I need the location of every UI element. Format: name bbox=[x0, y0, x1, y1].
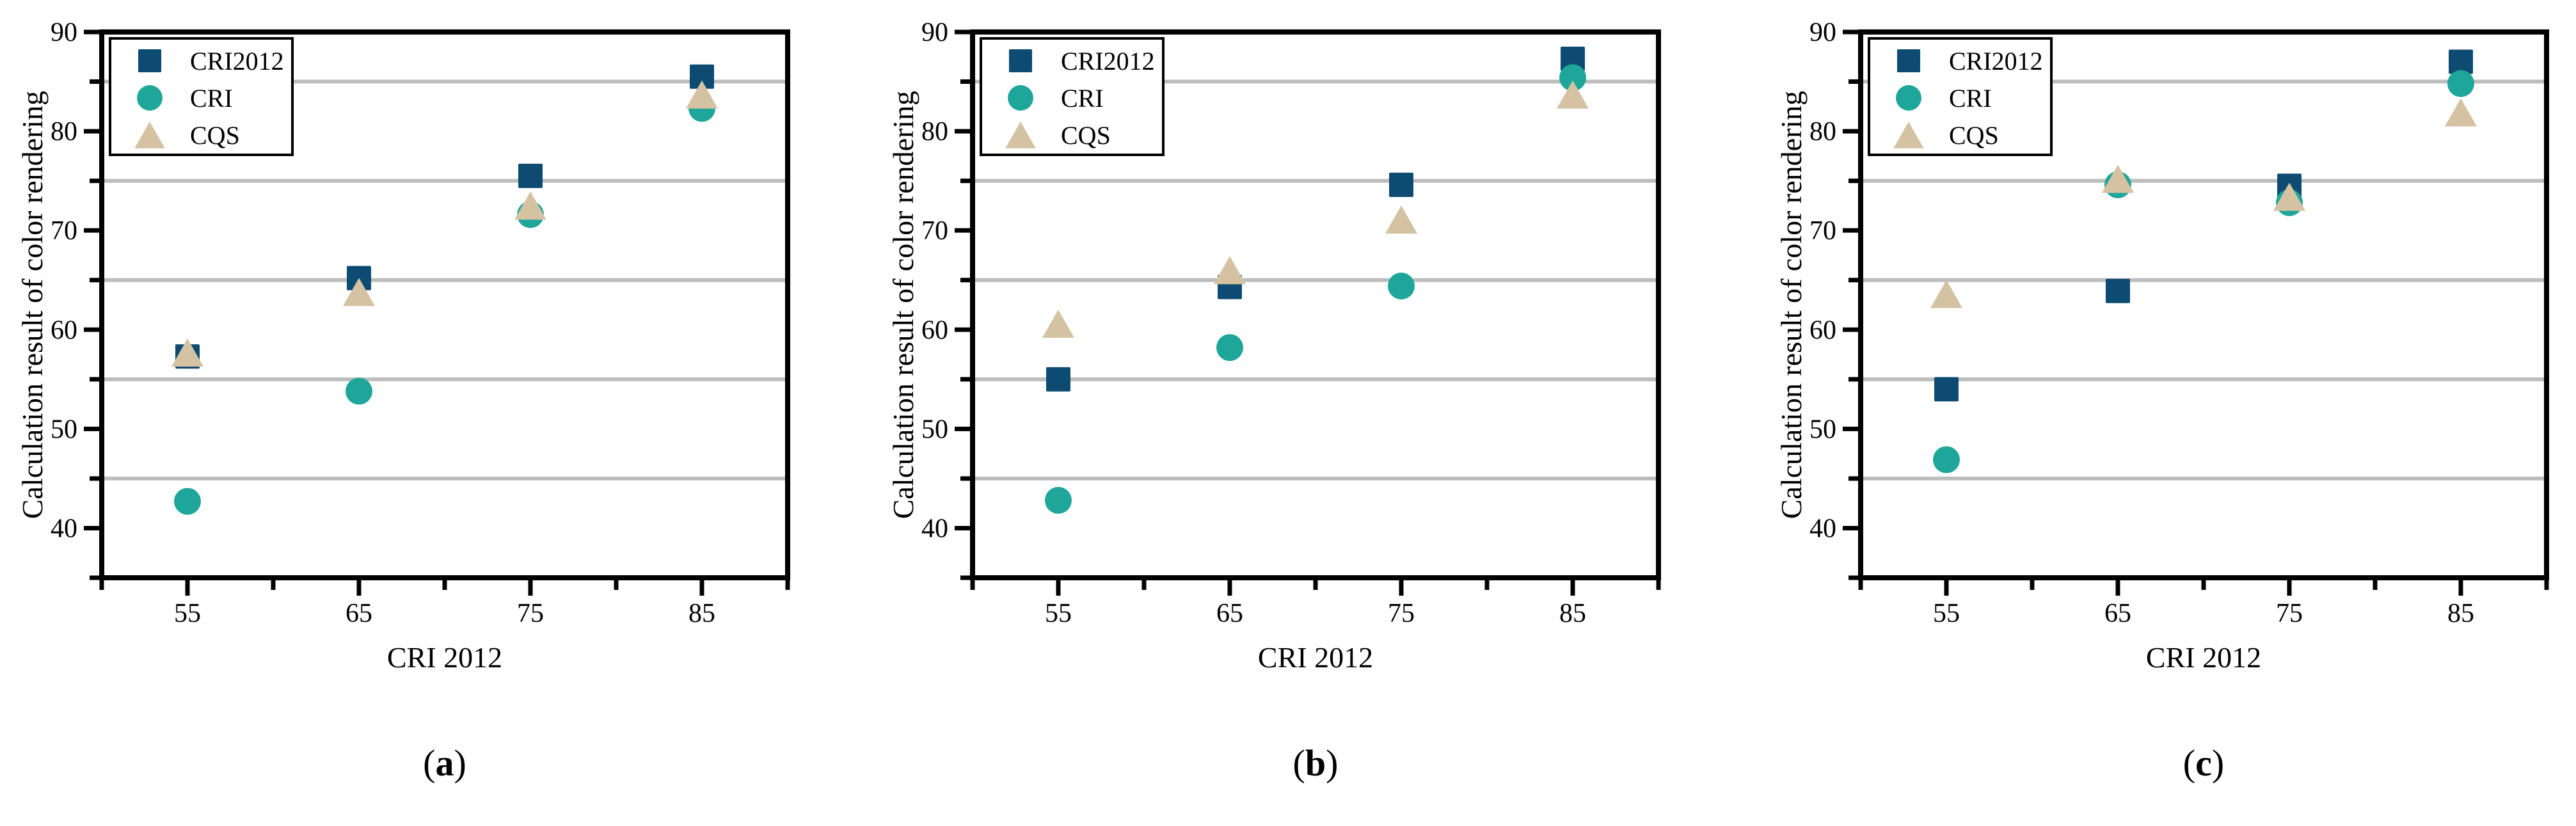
marker-circle-x65 bbox=[346, 377, 372, 405]
y-tick-label-80: 80 bbox=[1809, 117, 1836, 147]
legend-marker-cqs bbox=[1893, 122, 1924, 148]
legend-label-cri2012: CRI2012 bbox=[1949, 47, 2043, 75]
panel-a: 55 65 75 85 40 50 60 70 80 90 CRI 2012 Calculation … bbox=[0, 0, 859, 826]
marker-square-x65 bbox=[2106, 278, 2130, 303]
y-tick-label-70: 70 bbox=[921, 216, 948, 246]
legend-marker-cri bbox=[137, 85, 163, 111]
x-axis-label: CRI 2012 bbox=[2146, 641, 2261, 674]
x-tick-label-85: 85 bbox=[2447, 599, 2474, 628]
axes-frame bbox=[1858, 29, 2549, 580]
panel-c: 55 65 75 85 40 50 60 70 80 90 CRI 2012 Calculation … bbox=[1717, 0, 2576, 826]
x-axis-label: CRI 2012 bbox=[1258, 641, 1373, 674]
marker-square-x55 bbox=[1046, 367, 1070, 392]
y-tick-label-50: 50 bbox=[921, 415, 948, 444]
y-tick-label-90: 90 bbox=[51, 18, 77, 47]
x-tick-label-75: 75 bbox=[2276, 599, 2303, 628]
marker-triangle-x85 bbox=[686, 80, 718, 109]
legend-marker-cri2012 bbox=[1008, 49, 1033, 73]
legend-label-cri2012: CRI2012 bbox=[190, 47, 284, 75]
y-tick-label-90: 90 bbox=[921, 18, 948, 47]
y-tick-label-40: 40 bbox=[1809, 514, 1836, 543]
marker-triangle-x75 bbox=[514, 191, 546, 220]
legend-label-cri: CRI bbox=[1061, 84, 1104, 113]
x-tick-label-55: 55 bbox=[1045, 599, 1072, 628]
caption-a: (a) bbox=[423, 742, 466, 784]
chart-a: 55 65 75 85 40 50 60 70 80 90 CRI 2012 Calculation … bbox=[16, 18, 790, 784]
y-tick-label-50: 50 bbox=[1809, 415, 1836, 444]
x-tick-label-65: 65 bbox=[1216, 599, 1243, 628]
marker-square-x55 bbox=[1934, 377, 1959, 402]
marker-triangle-x55 bbox=[1930, 280, 1962, 308]
marker-square-x75 bbox=[1389, 172, 1413, 197]
x-tick-label-75: 75 bbox=[517, 599, 544, 628]
y-tick-label-70: 70 bbox=[51, 216, 77, 246]
panel-b: 55 65 75 85 40 50 60 70 80 90 CRI 2012 Calculation … bbox=[859, 0, 1717, 826]
axes-frame bbox=[99, 29, 790, 580]
legend-label-cqs: CQS bbox=[1061, 121, 1111, 150]
marker-square-x85 bbox=[690, 64, 714, 89]
marker-triangle-x75 bbox=[1385, 205, 1417, 234]
y-tick-label-80: 80 bbox=[921, 117, 948, 147]
legend-label-cqs: CQS bbox=[190, 121, 240, 150]
marker-square-x85 bbox=[2449, 49, 2473, 74]
caption-c: (c) bbox=[2183, 742, 2224, 784]
y-tick-label-60: 60 bbox=[51, 315, 77, 345]
legend-marker-cri2012 bbox=[138, 49, 162, 73]
y-tick-label-80: 80 bbox=[51, 117, 77, 147]
axes-frame bbox=[970, 29, 1661, 580]
legend-marker-cqs bbox=[1005, 122, 1036, 148]
marker-triangle-x85 bbox=[1557, 80, 1589, 109]
marker-circle-x85 bbox=[1559, 64, 1586, 91]
y-tick-label-40: 40 bbox=[921, 514, 948, 543]
legend-label-cri: CRI bbox=[190, 84, 233, 113]
legend-marker-cri bbox=[1896, 85, 1921, 111]
y-tick-label-50: 50 bbox=[51, 415, 77, 444]
caption-b: (b) bbox=[1293, 742, 1339, 784]
y-tick-label-60: 60 bbox=[921, 315, 948, 345]
x-tick-label-75: 75 bbox=[1388, 599, 1415, 628]
x-tick-label-55: 55 bbox=[174, 599, 201, 628]
legend-marker-cri2012 bbox=[1896, 49, 1921, 73]
marker-triangle-x75 bbox=[2273, 182, 2305, 211]
marker-triangle-x55 bbox=[1042, 309, 1074, 338]
x-tick-label-85: 85 bbox=[1559, 599, 1586, 628]
marker-triangle-x65 bbox=[343, 278, 375, 306]
marker-triangle-x65 bbox=[2102, 164, 2134, 193]
legend-marker-cri bbox=[1008, 85, 1033, 111]
marker-circle-x55 bbox=[1045, 487, 1072, 514]
x-tick-label-85: 85 bbox=[688, 599, 715, 628]
y-tick-label-70: 70 bbox=[1809, 216, 1836, 246]
marker-circle-x55 bbox=[174, 488, 201, 515]
marker-square-x85 bbox=[1561, 46, 1585, 71]
y-axis-label: Calculation result of color rendering bbox=[1775, 91, 1808, 519]
y-axis-label: Calculation result of color rendering bbox=[887, 91, 919, 519]
legend-label-cri: CRI bbox=[1949, 84, 1992, 113]
legend-marker-cqs bbox=[134, 122, 165, 148]
x-axis-label: CRI 2012 bbox=[387, 641, 502, 674]
y-tick-label-60: 60 bbox=[1809, 315, 1836, 345]
legend-label-cri2012: CRI2012 bbox=[1061, 47, 1155, 75]
x-tick-label-55: 55 bbox=[1933, 599, 1960, 628]
marker-circle-x65 bbox=[1216, 334, 1243, 361]
x-tick-label-65: 65 bbox=[2104, 599, 2131, 628]
chart-b: 55 65 75 85 40 50 60 70 80 90 CRI 2012 Calculation … bbox=[887, 18, 1661, 784]
marker-triangle-x85 bbox=[2445, 98, 2477, 127]
legend-label-cqs: CQS bbox=[1949, 121, 1999, 150]
marker-triangle-x65 bbox=[1214, 256, 1246, 285]
marker-circle-x85 bbox=[2447, 70, 2474, 97]
marker-circle-x75 bbox=[1388, 273, 1415, 300]
marker-square-x75 bbox=[518, 163, 543, 188]
y-tick-label-90: 90 bbox=[1809, 18, 1836, 47]
y-axis-label: Calculation result of color rendering bbox=[16, 91, 49, 519]
marker-triangle-x55 bbox=[171, 338, 203, 367]
y-tick-label-40: 40 bbox=[51, 514, 77, 543]
marker-circle-x55 bbox=[1933, 446, 1960, 473]
chart-c: 55 65 75 85 40 50 60 70 80 90 CRI 2012 Calculation … bbox=[1775, 18, 2549, 784]
x-tick-label-65: 65 bbox=[346, 599, 372, 628]
